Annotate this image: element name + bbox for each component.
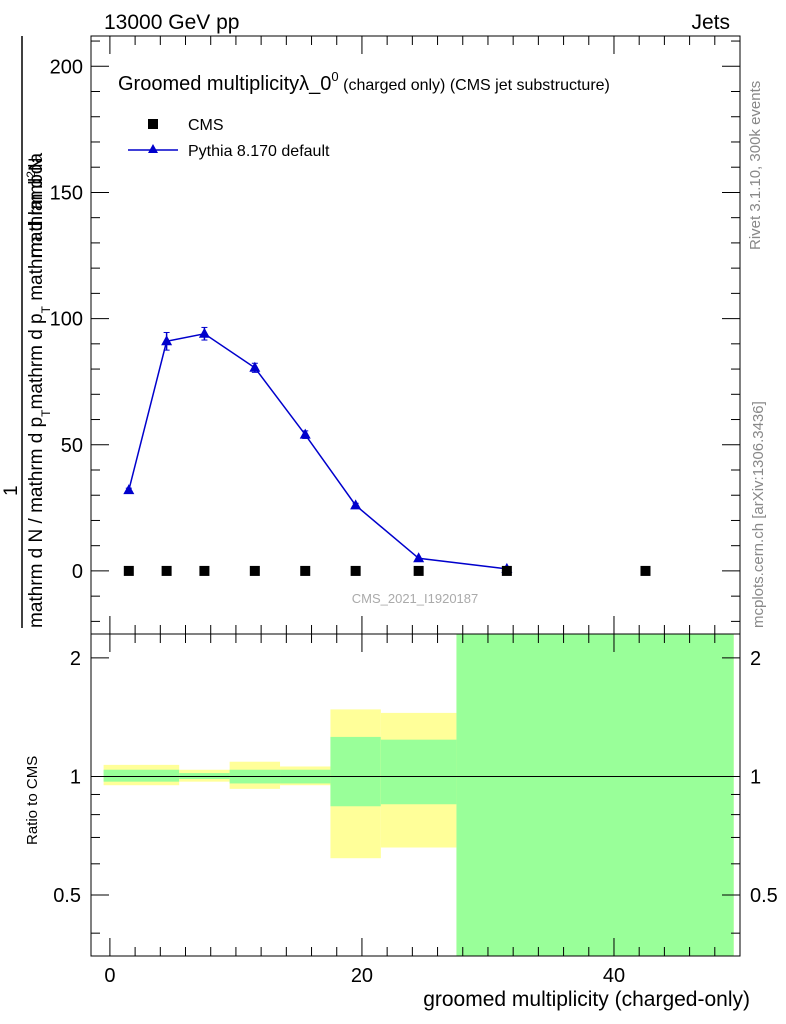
- main-y-tick-label: 150: [50, 182, 83, 204]
- cms-point: [123, 565, 134, 576]
- pythia-point: [249, 361, 261, 372]
- ratio-y-tick-label: 1: [70, 766, 81, 788]
- ratio-y-axis-label: Ratio to CMS: [24, 756, 41, 845]
- main-y-tick-label: 100: [50, 309, 83, 331]
- ratio-x-tick-label: 20: [351, 965, 373, 987]
- x-axis-label: groomed multiplicity (charged-only): [423, 988, 750, 1011]
- legend-cms-marker: [148, 119, 158, 129]
- ratio-y-tick-label-right: 2: [750, 648, 761, 670]
- plot-title: Groomed multiplicityλ_00 (charged only) …: [118, 69, 610, 95]
- ratio-band-green-5: [380, 739, 457, 805]
- rivet-label: Rivet 3.1.10, 300k events: [747, 81, 764, 250]
- main-y-tick-label: 0: [72, 561, 83, 583]
- ratio-y-tick-label: 0.5: [53, 885, 81, 907]
- header-jets-label: Jets: [691, 11, 730, 34]
- main-y-tick-label: 200: [50, 56, 83, 78]
- legend-pythia-marker: [148, 144, 158, 153]
- header-energy-label: 13000 GeV pp: [104, 11, 239, 34]
- pythia-series-line: [128, 332, 507, 570]
- analysis-watermark: CMS_2021_I1920187: [352, 591, 479, 606]
- cms-point: [640, 565, 651, 576]
- y-axis-label: mathrm d2N 1 mathrm d N / mathrm d pTmat…: [1, 36, 53, 628]
- ratio-x-tick-label: 0: [104, 965, 115, 987]
- pythia-point: [350, 499, 362, 510]
- pythia-point: [299, 428, 311, 439]
- mcplots-label: mcplots.cern.ch [arXiv:1306.3436]: [750, 401, 767, 628]
- ratio-y-tick-label-right: 1: [750, 766, 761, 788]
- pythia-point: [123, 484, 135, 495]
- series-layer: [123, 326, 651, 576]
- legend-pythia-label: Pythia 8.170 default: [188, 143, 330, 160]
- cms-point: [249, 565, 260, 576]
- ratio-y-tick-label-right: 0.5: [750, 885, 778, 907]
- legend: CMS Pythia 8.170 default: [128, 117, 330, 160]
- ratio-bands: [91, 634, 740, 956]
- cms-point: [199, 565, 210, 576]
- pythia-point: [161, 335, 173, 346]
- ratio-band-green-6: [456, 634, 734, 956]
- pythia-point: [413, 552, 425, 563]
- ratio-y-tick-label: 2: [70, 648, 81, 670]
- cms-point: [501, 565, 512, 576]
- svg-text:mathrm d2N: mathrm d2N: [24, 157, 47, 258]
- ratio-plot-border: [90, 633, 741, 957]
- main-y-tick-label: 50: [61, 435, 83, 457]
- ratio-panel-frame: 0 20 40 0.5 0.5 1 1 2 2: [53, 633, 778, 987]
- svg-text:1: 1: [1, 485, 22, 496]
- legend-cms-label: CMS: [188, 117, 224, 134]
- cms-point: [161, 565, 172, 576]
- ratio-band-green-4: [330, 736, 381, 807]
- cms-point: [350, 565, 361, 576]
- svg-text:mathrm d N / mathrm d pTmathrm: mathrm d N / mathrm d pTmathrm d pT math…: [26, 152, 53, 628]
- ratio-band-green-0: [103, 769, 180, 782]
- cms-point: [413, 565, 424, 576]
- pythia-point: [198, 327, 210, 338]
- cms-point: [300, 565, 311, 576]
- ratio-x-tick-label: 40: [603, 965, 625, 987]
